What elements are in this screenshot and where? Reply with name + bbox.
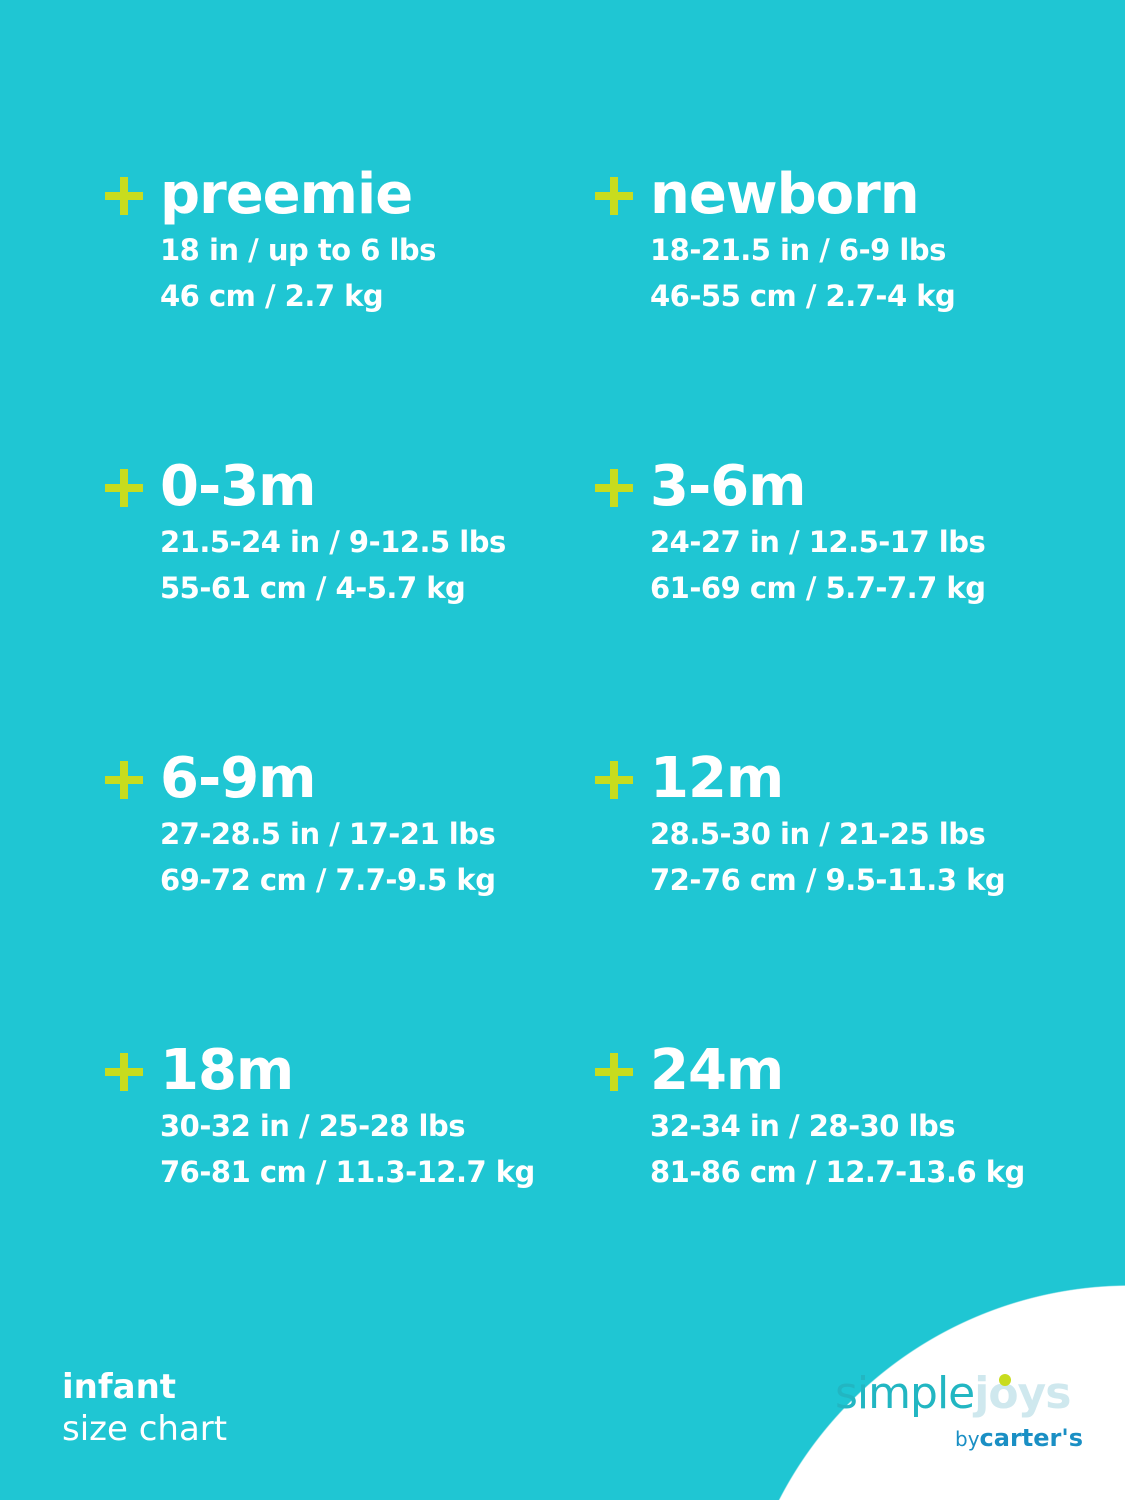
chart-caption: infant size chart	[62, 1366, 227, 1450]
size-entry: 24m 32-34 in / 28-30 lbs 81-86 cm / 12.7…	[595, 1038, 1090, 1195]
caption-size-chart: size chart	[62, 1409, 228, 1449]
size-name: 0-3m	[160, 454, 317, 519]
size-metric: 69-72 cm / 7.7-9.5 kg	[160, 863, 496, 897]
size-metric: 46-55 cm / 2.7-4 kg	[650, 279, 956, 313]
size-name: 6-9m	[160, 746, 317, 811]
plus-icon	[595, 177, 633, 215]
size-metric: 72-76 cm / 9.5-11.3 kg	[650, 863, 1006, 897]
size-entry: newborn 18-21.5 in / 6-9 lbs 46-55 cm / …	[595, 162, 1090, 319]
size-imperial: 24-27 in / 12.5-17 lbs	[650, 525, 986, 559]
size-name: 12m	[650, 746, 784, 811]
size-entry: 18m 30-32 in / 25-28 lbs 76-81 cm / 11.3…	[105, 1038, 600, 1195]
size-metric: 61-69 cm / 5.7-7.7 kg	[650, 571, 986, 605]
plus-icon	[105, 1053, 143, 1091]
logo-background	[735, 1285, 1125, 1500]
size-imperial: 30-32 in / 25-28 lbs	[160, 1109, 466, 1143]
size-metric: 76-81 cm / 11.3-12.7 kg	[160, 1155, 535, 1189]
plus-icon	[595, 469, 633, 507]
logo-by-carters: bycarter's	[955, 1424, 1083, 1452]
logo-carters: carter's	[979, 1424, 1084, 1452]
size-entry: 0-3m 21.5-24 in / 9-12.5 lbs 55-61 cm / …	[105, 454, 600, 611]
logo-joys-text: joys	[974, 1368, 1071, 1419]
plus-icon	[595, 761, 633, 799]
plus-icon	[105, 761, 143, 799]
size-entry: 6-9m 27-28.5 in / 17-21 lbs 69-72 cm / 7…	[105, 746, 600, 903]
size-imperial: 18-21.5 in / 6-9 lbs	[650, 233, 946, 267]
plus-icon	[105, 469, 143, 507]
size-name: 18m	[160, 1038, 294, 1103]
size-metric: 81-86 cm / 12.7-13.6 kg	[650, 1155, 1025, 1189]
size-imperial: 27-28.5 in / 17-21 lbs	[160, 817, 496, 851]
size-entry: preemie 18 in / up to 6 lbs 46 cm / 2.7 …	[105, 162, 600, 319]
size-name: newborn	[650, 162, 920, 227]
logo-simple: simple	[835, 1368, 975, 1419]
brand-logo: simple joys bycarter's	[835, 1368, 1095, 1452]
size-metric: 55-61 cm / 4-5.7 kg	[160, 571, 466, 605]
logo-by: by	[955, 1427, 980, 1451]
logo-joys: joys	[974, 1368, 1071, 1419]
size-imperial: 21.5-24 in / 9-12.5 lbs	[160, 525, 506, 559]
size-metric: 46 cm / 2.7 kg	[160, 279, 384, 313]
size-entry: 12m 28.5-30 in / 21-25 lbs 72-76 cm / 9.…	[595, 746, 1090, 903]
size-imperial: 32-34 in / 28-30 lbs	[650, 1109, 956, 1143]
caption-infant: infant	[62, 1367, 177, 1407]
plus-icon	[595, 1053, 633, 1091]
size-name: 3-6m	[650, 454, 807, 519]
size-entry: 3-6m 24-27 in / 12.5-17 lbs 61-69 cm / 5…	[595, 454, 1090, 611]
size-name: 24m	[650, 1038, 784, 1103]
size-imperial: 18 in / up to 6 lbs	[160, 233, 436, 267]
size-imperial: 28.5-30 in / 21-25 lbs	[650, 817, 986, 851]
plus-icon	[105, 177, 143, 215]
size-name: preemie	[160, 162, 413, 227]
logo-dot-icon	[999, 1374, 1012, 1386]
